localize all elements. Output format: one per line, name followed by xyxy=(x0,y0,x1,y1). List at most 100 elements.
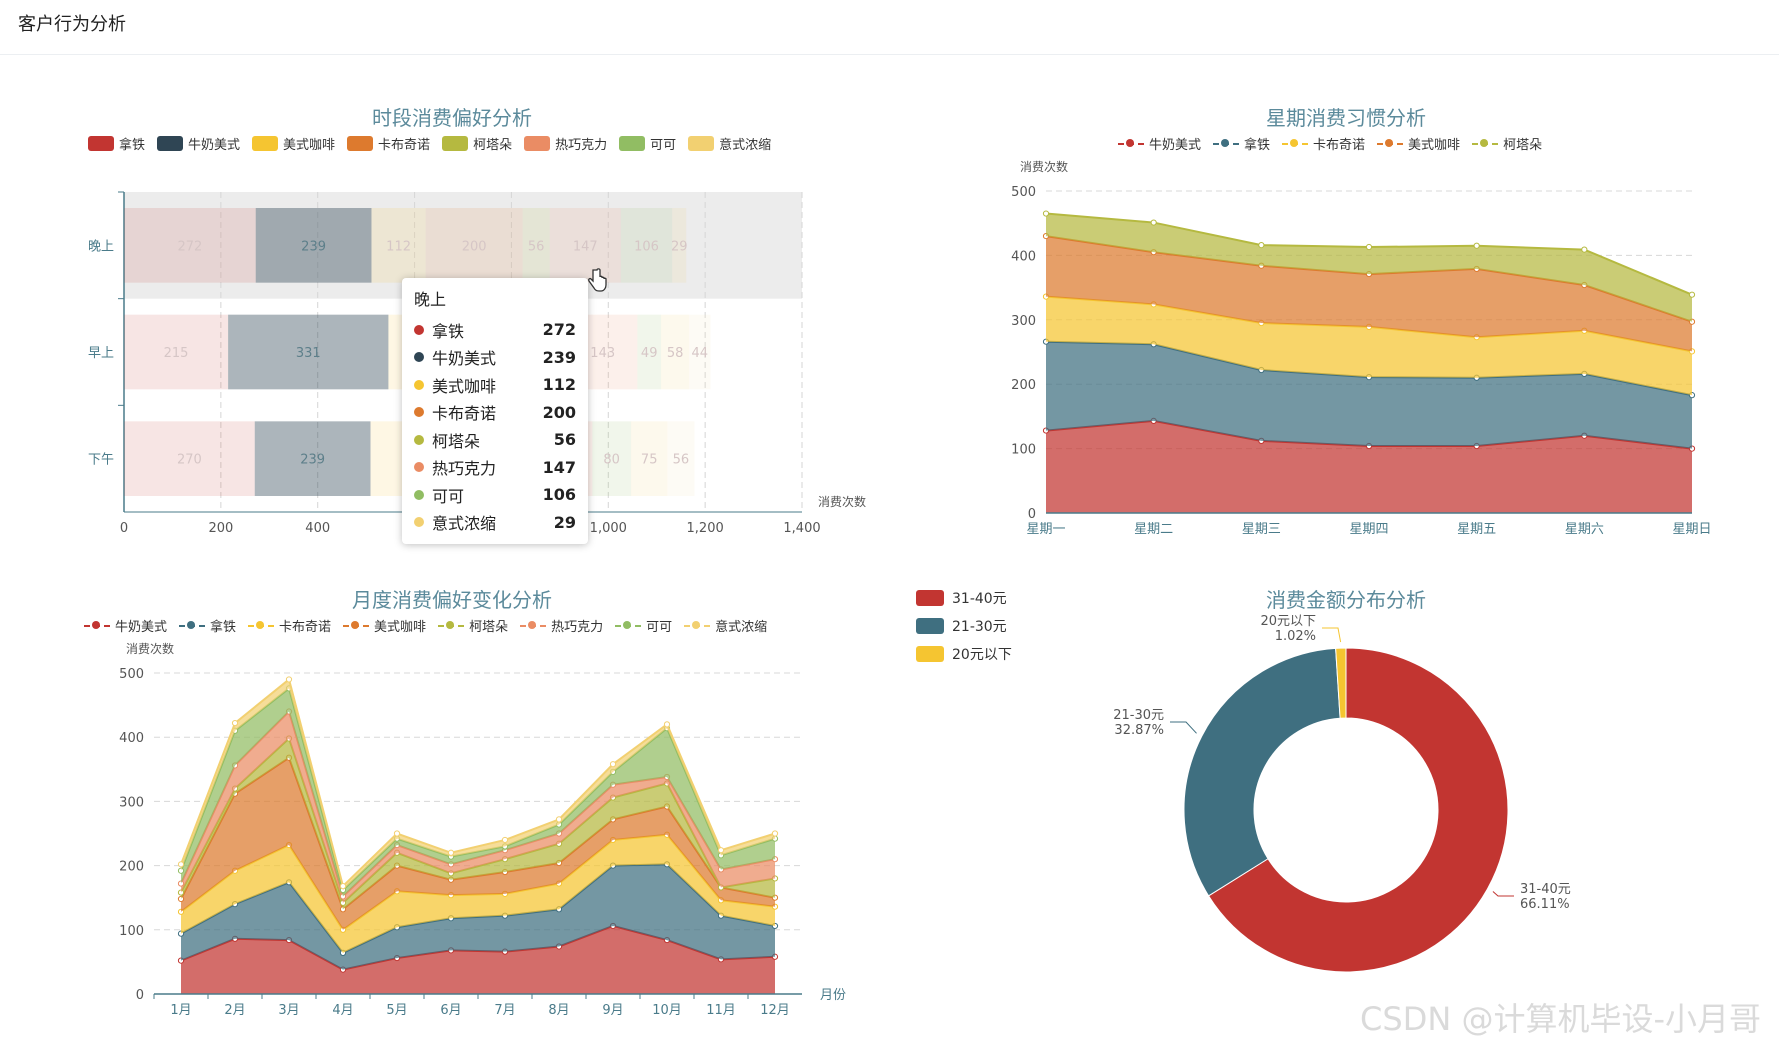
legend-item[interactable]: 柯塔朵 xyxy=(442,134,512,153)
monthly-title: 月度消费偏好变化分析 xyxy=(352,588,552,612)
x-tick-label: 星期日 xyxy=(1672,522,1711,537)
bar-segment xyxy=(549,208,621,283)
tooltip-dot xyxy=(414,489,424,500)
time-period-legend[interactable]: 拿铁 牛奶美式 美式咖啡 卡布奇诺 柯塔朵 热巧克力 可可 意式浓缩 xyxy=(88,134,783,153)
x-tick-label: 11月 xyxy=(706,1003,736,1018)
legend-label: 牛奶美式 xyxy=(115,620,168,635)
tooltip: 晚上 拿铁 272 牛奶美式 239 美式咖啡 112 卡布奇诺 200 柯塔朵 56 热巧克力 14… xyxy=(402,278,588,544)
tooltip-dot xyxy=(414,379,424,390)
pie-label-name: 20元以下 xyxy=(1260,614,1316,629)
monthly-legend[interactable]: 牛奶美式 拿铁 卡布奇诺 美式咖啡 柯塔朵 热巧克力 可可 意式浓缩 xyxy=(84,616,779,635)
legend-label: 牛奶美式 xyxy=(1149,138,1202,153)
area-拿铁 xyxy=(181,864,775,970)
x-tick-label: 6月 xyxy=(440,1003,461,1018)
legend-swatch xyxy=(1213,138,1240,150)
bar-segment xyxy=(631,421,668,496)
bar-segment xyxy=(661,314,690,390)
tooltip-row: 拿铁 272 xyxy=(414,316,576,344)
legend-item[interactable]: 意式浓缩 xyxy=(684,616,767,635)
bar-segment xyxy=(228,314,389,390)
legend-item[interactable]: 21-30元 xyxy=(916,612,1012,640)
legend-item[interactable]: 卡布奇诺 xyxy=(347,134,430,153)
legend-label: 可可 xyxy=(646,620,673,635)
tooltip-name: 可可 xyxy=(432,486,465,506)
tooltip-row: 卡布奇诺 200 xyxy=(414,399,576,427)
x-tick-label: 星期二 xyxy=(1134,522,1173,537)
legend-item[interactable]: 牛奶美式 xyxy=(1118,134,1201,153)
legend-item[interactable]: 拿铁 xyxy=(179,616,236,635)
pie-label-percent: 1.02% xyxy=(1275,629,1316,644)
legend-item[interactable]: 热巧克力 xyxy=(520,616,603,635)
y-tick-label: 晚上 xyxy=(88,239,114,254)
pie-label-percent: 66.11% xyxy=(1520,897,1570,912)
legend-item[interactable]: 柯塔朵 xyxy=(438,616,508,635)
legend-item[interactable]: 31-40元 xyxy=(916,584,1012,612)
x-tick-label: 1月 xyxy=(170,1003,191,1018)
legend-swatch xyxy=(88,136,114,151)
legend-label: 热巧克力 xyxy=(555,138,608,153)
legend-item[interactable]: 拿铁 xyxy=(88,134,145,153)
tooltip-name: 热巧克力 xyxy=(432,459,497,479)
legend-item[interactable]: 美式咖啡 xyxy=(343,616,426,635)
pie-label-line xyxy=(1170,721,1197,734)
data-point xyxy=(1365,243,1373,251)
legend-item[interactable]: 卡布奇诺 xyxy=(248,616,331,635)
legend-swatch xyxy=(343,620,370,632)
legend-item[interactable]: 可可 xyxy=(615,616,672,635)
x-tick-label: 星期五 xyxy=(1457,522,1496,537)
x-tick-label: 星期四 xyxy=(1349,522,1388,537)
legend-item[interactable]: 柯塔朵 xyxy=(1472,134,1542,153)
legend-item[interactable]: 20元以下 xyxy=(916,640,1012,668)
data-point xyxy=(663,721,671,728)
legend-item[interactable]: 热巧克力 xyxy=(524,134,607,153)
bar-segment xyxy=(689,314,711,390)
legend-swatch xyxy=(520,620,547,632)
bar-data-label: 200 xyxy=(462,239,487,254)
y-tick-label: 300 xyxy=(1011,314,1036,329)
x-tick-label: 星期三 xyxy=(1242,522,1281,537)
legend-swatch xyxy=(684,620,711,632)
amount-legend[interactable]: 31-40元 21-30元 20元以下 xyxy=(916,584,1012,668)
tooltip-value: 29 xyxy=(553,512,576,532)
legend-item[interactable]: 拿铁 xyxy=(1213,134,1270,153)
legend-item[interactable]: 牛奶美式 xyxy=(157,134,240,153)
bar-data-label: 112 xyxy=(386,239,411,254)
bar-data-label: 331 xyxy=(296,346,321,361)
tooltip-dot xyxy=(414,434,424,445)
legend-label: 意式浓缩 xyxy=(719,138,772,153)
watermark: CSDN @计算机毕设-小月哥 xyxy=(1360,1000,1761,1038)
tooltip-value: 272 xyxy=(542,320,576,340)
legend-swatch xyxy=(916,618,944,634)
y-tick-label: 下午 xyxy=(88,453,114,468)
bar-data-label: 58 xyxy=(667,346,684,361)
weekday-legend[interactable]: 牛奶美式 拿铁 卡布奇诺 美式咖啡 柯塔朵 xyxy=(1118,134,1554,153)
legend-item[interactable]: 可可 xyxy=(619,134,676,153)
tooltip-name: 拿铁 xyxy=(432,321,465,341)
area-美式咖啡 xyxy=(1046,236,1692,352)
legend-item[interactable]: 意式浓缩 xyxy=(688,134,771,153)
data-point xyxy=(717,847,725,854)
area-柯塔朵 xyxy=(181,738,775,910)
area-柯塔朵 xyxy=(1046,213,1692,322)
tooltip-value: 200 xyxy=(542,402,576,422)
legend-label: 拿铁 xyxy=(1244,138,1271,153)
x-tick-label: 1,200 xyxy=(687,521,724,536)
area-美式咖啡 xyxy=(181,757,775,930)
legend-swatch xyxy=(347,136,374,151)
data-point xyxy=(1688,291,1696,298)
legend-item[interactable]: 美式咖啡 xyxy=(1377,134,1460,153)
legend-item[interactable]: 牛奶美式 xyxy=(84,616,167,635)
tooltip-name: 柯塔朵 xyxy=(432,431,481,451)
area-卡布奇诺 xyxy=(1046,296,1692,396)
legend-swatch xyxy=(438,620,465,632)
legend-item[interactable]: 美式咖啡 xyxy=(252,134,335,153)
legend-swatch xyxy=(1377,138,1404,150)
bar-segment xyxy=(254,421,371,496)
pie-label-line xyxy=(1322,627,1342,643)
y-tick-label: 400 xyxy=(119,731,144,746)
bar-data-label: 75 xyxy=(641,453,658,468)
legend-item[interactable]: 卡布奇诺 xyxy=(1282,134,1365,153)
bar-data-label: 56 xyxy=(673,453,690,468)
bar-data-label: 29 xyxy=(671,239,688,254)
x-tick-label: 0 xyxy=(120,521,128,536)
